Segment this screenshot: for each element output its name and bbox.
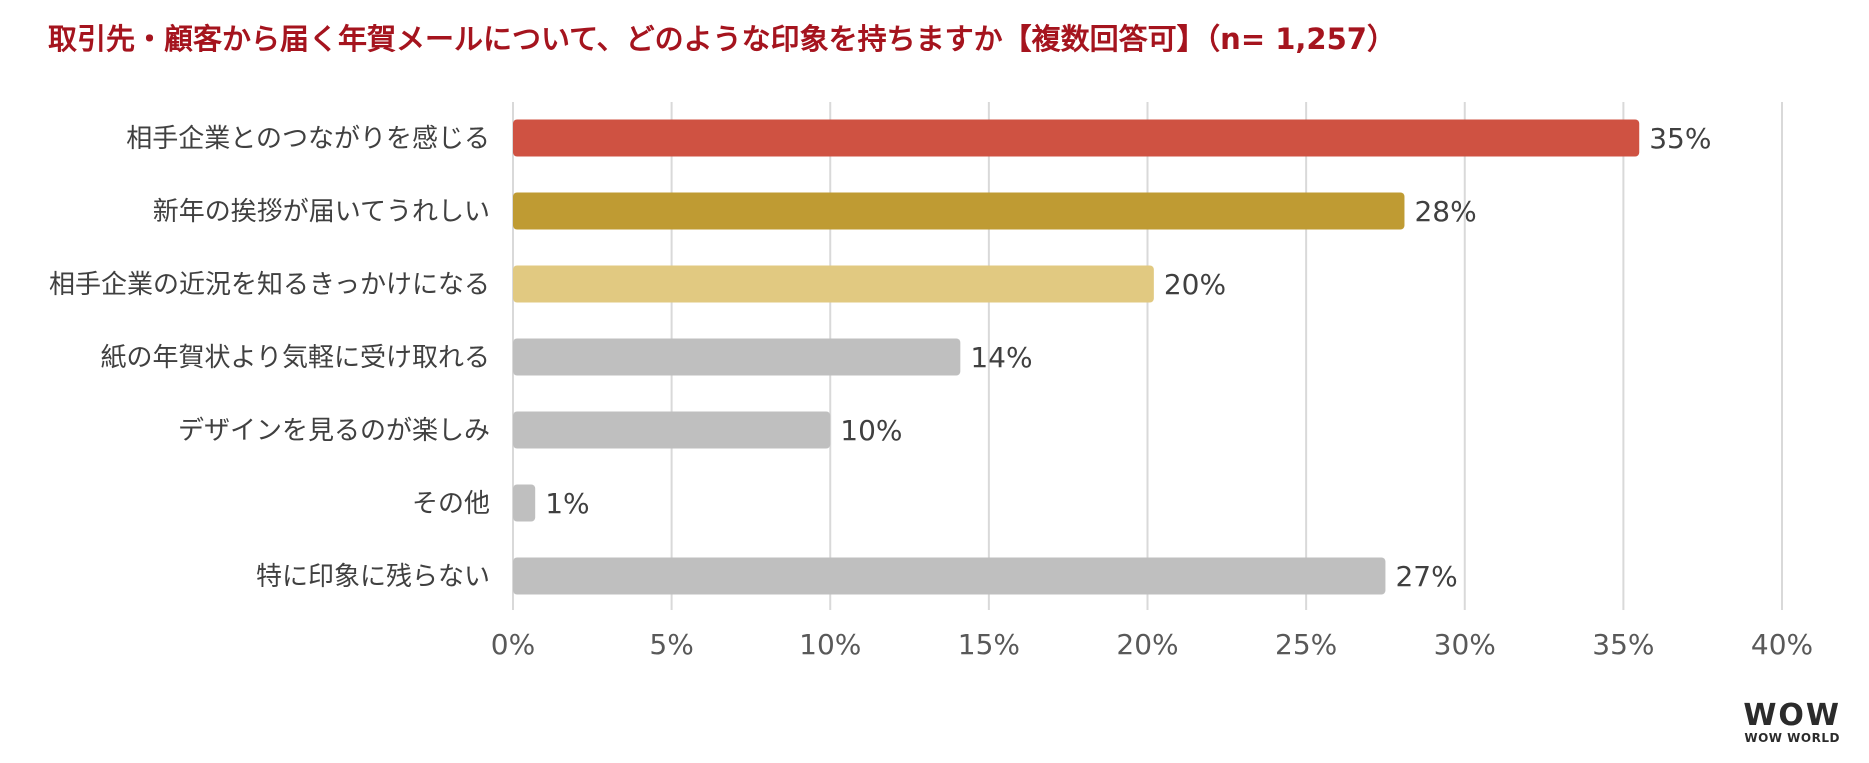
chart-title: 取引先・顧客から届く年賀メールについて、どのような印象を持ちますか【複数回答可】… <box>48 22 1396 56</box>
value-label: 27% <box>1395 560 1457 593</box>
logo-mark: WOW <box>1743 698 1841 733</box>
logo-text: WOW WORLD <box>1744 731 1840 745</box>
category-label: デザインを見るのが楽しみ <box>178 416 490 446</box>
category-label: 新年の挨拶が届いてうれしい <box>153 197 490 227</box>
bar <box>513 265 1154 303</box>
wow-world-logo: WOW WOW WORLD <box>1743 698 1841 746</box>
category-label: その他 <box>412 489 490 519</box>
x-tick-label: 10% <box>799 628 861 661</box>
value-label: 10% <box>840 414 902 447</box>
category-label: 相手企業の近況を知るきっかけになる <box>49 270 490 300</box>
x-tick-label: 5% <box>649 628 693 661</box>
bar <box>513 411 831 449</box>
bar <box>513 119 1640 157</box>
x-tick-label: 20% <box>1116 628 1178 661</box>
value-label: 28% <box>1414 195 1476 228</box>
value-label: 14% <box>970 341 1032 374</box>
x-tick-label: 25% <box>1275 628 1337 661</box>
category-label: 特に印象に残らない <box>256 562 490 592</box>
bar <box>513 557 1386 595</box>
bars <box>513 119 1640 595</box>
x-tick-label: 15% <box>958 628 1020 661</box>
labels: 0% 5% 10% 15% 20% 25% 30% 35% 40% 相手企業とのつながりを感じる 3… <box>49 122 1813 661</box>
bar <box>513 192 1405 230</box>
bar <box>513 484 536 522</box>
value-label: 1% <box>545 487 589 520</box>
x-tick-label: 40% <box>1751 628 1813 661</box>
value-label: 35% <box>1649 122 1711 155</box>
x-tick-label: 0% <box>491 628 535 661</box>
bar <box>513 338 961 376</box>
category-label: 相手企業とのつながりを感じる <box>126 124 490 154</box>
x-tick-label: 30% <box>1434 628 1496 661</box>
x-tick-label: 35% <box>1592 628 1654 661</box>
category-label: 紙の年賀状より気軽に受け取れる <box>101 343 490 373</box>
value-label: 20% <box>1164 268 1226 301</box>
